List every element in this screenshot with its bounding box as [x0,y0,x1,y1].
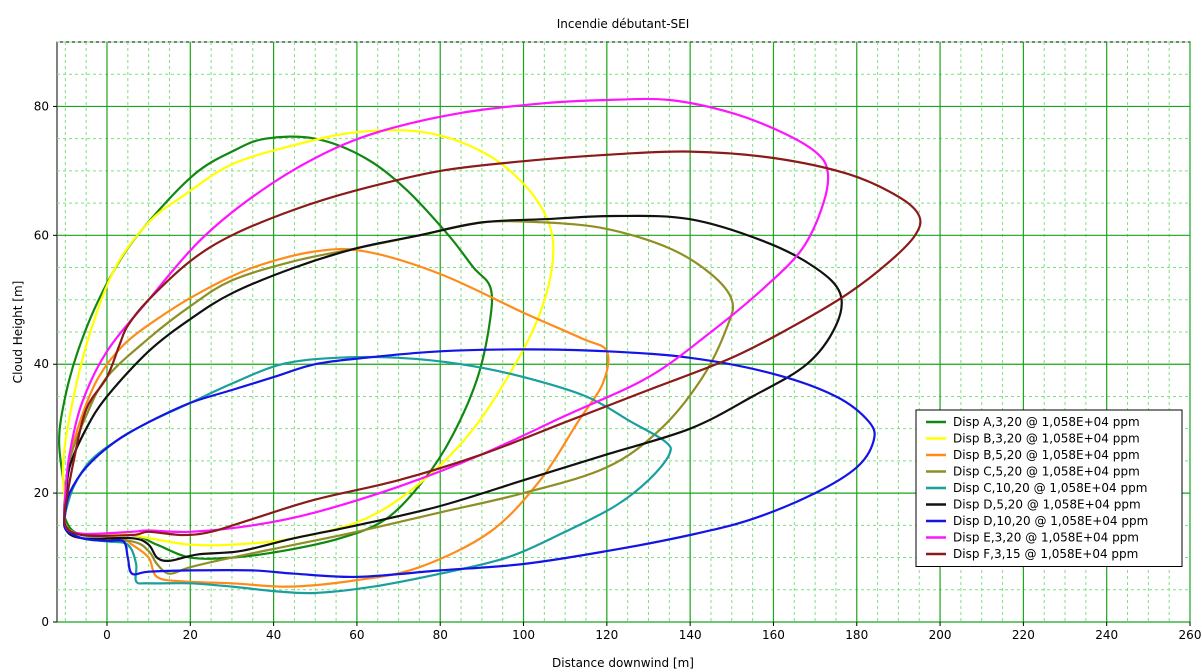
y-tick-label: 60 [34,228,49,242]
major-grid [57,42,1191,623]
legend-label: Disp E,3,20 @ 1,058E+04 ppm [953,531,1139,545]
y-tick-label: 40 [34,357,49,371]
series-line-6 [63,214,843,563]
legend-label: Disp C,5,20 @ 1,058E+04 ppm [953,465,1140,479]
series-line-7 [63,348,876,579]
x-tick-label: 0 [103,628,111,642]
legend-label: Disp D,5,20 @ 1,058E+04 ppm [953,498,1141,512]
legend-label: Disp B,5,20 @ 1,058E+04 ppm [953,448,1140,462]
series-line-9 [63,150,922,537]
legend-label: Disp B,3,20 @ 1,058E+04 ppm [953,432,1140,446]
legend-box [915,409,1183,567]
x-tick-label: 60 [349,628,364,642]
legend: Disp A,3,20 @ 1,058E+04 ppm Disp B,3,20 @… [915,409,1183,567]
x-tick-label: 100 [512,628,535,642]
y-axis: 0 20 40 60 80 [34,99,57,629]
legend-label: Disp D,10,20 @ 1,058E+04 ppm [953,514,1148,528]
x-axis-label: Distance downwind [m] [552,656,694,670]
x-tick-label: 200 [929,628,952,642]
x-tick-label: 240 [1095,628,1118,642]
legend-label: Disp F,3,15 @ 1,058E+04 ppm [953,547,1138,561]
x-axis: 0 20 40 60 80 100 120 140 160 180 200 220 240 260 [103,622,1201,642]
y-tick-label: 0 [41,615,49,629]
y-axis-label: Cloud Height [m] [11,281,25,384]
x-tick-label: 140 [679,628,702,642]
y-tick-label: 80 [34,99,49,113]
legend-label: Disp A,3,20 @ 1,058E+04 ppm [953,415,1140,429]
x-tick-label: 220 [1012,628,1035,642]
x-tick-label: 260 [1179,628,1202,642]
legend-label: Disp C,10,20 @ 1,058E+04 ppm [953,481,1147,495]
y-tick-label: 20 [34,486,49,500]
x-tick-label: 80 [433,628,448,642]
series-layer [58,97,922,595]
x-tick-label: 180 [845,628,868,642]
x-tick-label: 20 [183,628,198,642]
x-tick-label: 120 [595,628,618,642]
x-tick-label: 40 [266,628,281,642]
minor-grid [57,41,1190,622]
series-line-8 [63,97,830,536]
chart-title: Incendie débutant-SEI [557,17,690,31]
x-tick-label: 160 [762,628,785,642]
series-line-2 [61,129,555,547]
